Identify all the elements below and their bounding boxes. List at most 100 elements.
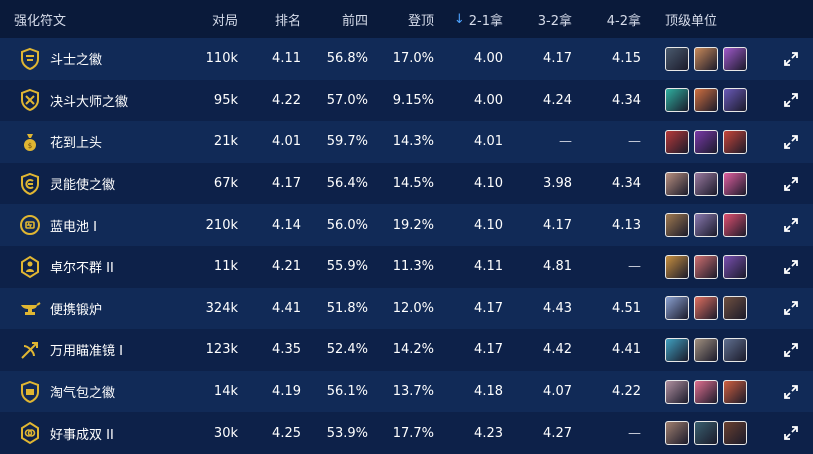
unit-portrait[interactable]: [723, 171, 747, 196]
crossbow-icon: [18, 338, 42, 362]
header-games[interactable]: 对局: [211, 13, 238, 29]
unit-portrait[interactable]: [694, 254, 718, 279]
table-row[interactable]: $ 花到上头 21k 4.01 59.7% 14.3% 4.01 — —: [0, 121, 813, 163]
top-units: [641, 46, 768, 71]
unit-portrait[interactable]: [665, 379, 689, 404]
games-count: 11k: [213, 259, 238, 275]
win-rate: 14.2%: [392, 342, 434, 358]
win-rate: 17.7%: [392, 425, 434, 441]
unit-portrait[interactable]: [723, 46, 747, 71]
stage-4-2-rank: 4.22: [612, 384, 641, 400]
header-stage-3-2[interactable]: 3-2拿: [537, 13, 572, 29]
augment-cell[interactable]: 便携锻炉: [0, 296, 195, 320]
unit-portrait[interactable]: [694, 421, 718, 446]
stage-3-2-rank: 4.07: [543, 384, 572, 400]
augment-cell[interactable]: 灵能使之徽: [0, 172, 195, 196]
header-top4[interactable]: 前四: [341, 13, 368, 29]
stage-2-1-rank: 4.00: [474, 92, 503, 108]
unit-portrait[interactable]: [694, 379, 718, 404]
header-stage-4-2[interactable]: 4-2拿: [606, 13, 641, 29]
avg-rank: 4.41: [272, 300, 301, 316]
top-units: [641, 296, 768, 321]
top-units: [641, 337, 768, 362]
unit-portrait[interactable]: [723, 88, 747, 113]
table-row[interactable]: 好事成双 II 30k 4.25 53.9% 17.7% 4.23 4.27 —: [0, 412, 813, 454]
expand-icon[interactable]: [768, 384, 813, 400]
augment-cell[interactable]: 蓝电池 I: [0, 213, 195, 237]
table-row[interactable]: 斗士之徽 110k 4.11 56.8% 17.0% 4.00 4.17 4.15: [0, 38, 813, 80]
expand-icon[interactable]: [768, 342, 813, 358]
unit-portrait[interactable]: [723, 254, 747, 279]
top-units: [641, 379, 768, 404]
figure-badge-icon: [18, 255, 42, 279]
unit-portrait[interactable]: [694, 129, 718, 154]
unit-portrait[interactable]: [665, 88, 689, 113]
unit-portrait[interactable]: [694, 337, 718, 362]
stage-3-2-rank: 3.98: [543, 176, 572, 192]
augment-cell[interactable]: 决斗大师之徽: [0, 88, 195, 112]
header-augment[interactable]: 强化符文: [14, 13, 67, 29]
stage-4-2-rank: 4.41: [612, 342, 641, 358]
stage-4-2-rank: —: [628, 134, 641, 150]
win-rate: 14.5%: [392, 176, 434, 192]
unit-portrait[interactable]: [723, 337, 747, 362]
augment-cell[interactable]: 斗士之徽: [0, 47, 195, 71]
money-bag-icon: $: [18, 130, 42, 154]
games-count: 123k: [205, 342, 238, 358]
unit-portrait[interactable]: [694, 171, 718, 196]
table-row[interactable]: 便携锻炉 324k 4.41 51.8% 12.0% 4.17 4.43 4.51: [0, 287, 813, 330]
header-stage-2-1-label: 2-1拿: [468, 13, 503, 29]
header-stage-2-1[interactable]: ↓ 2-1拿: [434, 10, 503, 29]
win-rate: 13.7%: [392, 384, 434, 400]
unit-portrait[interactable]: [665, 421, 689, 446]
unit-portrait[interactable]: [723, 379, 747, 404]
expand-icon[interactable]: [768, 134, 813, 150]
table-row[interactable]: 决斗大师之徽 95k 4.22 57.0% 9.15% 4.00 4.24 4.34: [0, 79, 813, 122]
unit-portrait[interactable]: [665, 296, 689, 321]
anvil-icon: [18, 296, 42, 320]
table-row[interactable]: 灵能使之徽 67k 4.17 56.4% 14.5% 4.10 3.98 4.34: [0, 162, 813, 205]
expand-icon[interactable]: [768, 176, 813, 192]
expand-icon[interactable]: [768, 425, 813, 441]
unit-portrait[interactable]: [694, 296, 718, 321]
top4-rate: 52.4%: [326, 342, 368, 358]
augment-cell[interactable]: 淘气包之徽: [0, 380, 195, 404]
expand-icon[interactable]: [768, 259, 813, 275]
augment-cell[interactable]: 万用瞄准镜 I: [0, 338, 195, 362]
avg-rank: 4.35: [272, 342, 301, 358]
unit-portrait[interactable]: [665, 337, 689, 362]
table-row[interactable]: 卓尔不群 II 11k 4.21 55.9% 11.3% 4.11 4.81 —: [0, 245, 813, 288]
unit-portrait[interactable]: [723, 129, 747, 154]
expand-icon[interactable]: [768, 217, 813, 233]
expand-icon[interactable]: [768, 51, 813, 67]
unit-portrait[interactable]: [665, 171, 689, 196]
augment-cell[interactable]: 卓尔不群 II: [0, 255, 195, 279]
header-win[interactable]: 登顶: [407, 13, 434, 29]
augment-cell[interactable]: $ 花到上头: [0, 130, 195, 154]
table-header: 强化符文 对局 排名 前四 登顶 ↓ 2-1拿 3-2拿 4-2拿 顶级单位: [0, 0, 813, 38]
crossed-swords-emblem-icon: [18, 88, 42, 112]
unit-portrait[interactable]: [723, 421, 747, 446]
augment-cell[interactable]: 好事成双 II: [0, 421, 195, 445]
unit-portrait[interactable]: [723, 213, 747, 238]
unit-portrait[interactable]: [694, 46, 718, 71]
table-row[interactable]: 淘气包之徽 14k 4.19 56.1% 13.7% 4.18 4.07 4.22: [0, 370, 813, 413]
header-avg-rank[interactable]: 排名: [274, 13, 301, 29]
expand-icon[interactable]: [768, 92, 813, 108]
top-units: [641, 88, 768, 113]
top4-rate: 56.8%: [326, 51, 368, 67]
expand-icon[interactable]: [768, 300, 813, 316]
unit-portrait[interactable]: [723, 296, 747, 321]
unit-portrait[interactable]: [665, 213, 689, 238]
win-rate: 17.0%: [392, 51, 434, 67]
unit-portrait[interactable]: [665, 254, 689, 279]
unit-portrait[interactable]: [665, 46, 689, 71]
table-row[interactable]: 万用瞄准镜 I 123k 4.35 52.4% 14.2% 4.17 4.42 4.41: [0, 329, 813, 371]
unit-portrait[interactable]: [694, 213, 718, 238]
unit-portrait[interactable]: [665, 129, 689, 154]
stage-3-2-rank: 4.24: [543, 92, 572, 108]
unit-portrait[interactable]: [694, 88, 718, 113]
games-count: 210k: [205, 217, 238, 233]
table-row[interactable]: 蓝电池 I 210k 4.14 56.0% 19.2% 4.10 4.17 4.13: [0, 204, 813, 246]
